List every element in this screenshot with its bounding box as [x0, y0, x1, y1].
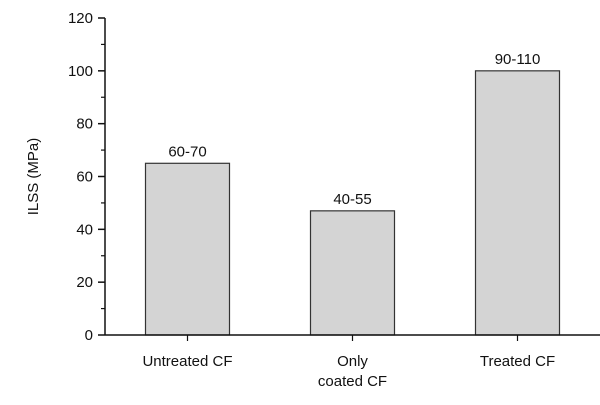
x-axis: Untreated CF Only coated CF Treated CF: [105, 334, 600, 390]
bars: [144, 70, 561, 336]
bar-data-label: 40-55: [333, 191, 371, 208]
y-tick-label: 120: [68, 10, 93, 27]
bar-data-label: 60-70: [168, 143, 206, 160]
x-category-label: Treated CF: [480, 353, 555, 370]
x-category-label: Untreated CF: [142, 353, 232, 370]
bar-data-labels: 60-70 40-55 90-110: [168, 51, 540, 208]
y-tick-label: 100: [68, 63, 93, 80]
y-tick-label: 60: [76, 169, 93, 186]
bar: [144, 162, 231, 336]
bar: [474, 70, 561, 336]
bar-data-label: 90-110: [495, 51, 541, 68]
x-category-label: coated CF: [318, 373, 387, 390]
y-tick-label: 0: [85, 327, 93, 344]
x-category-label: Only: [337, 353, 368, 370]
y-axis: 0 20 40 60 80 100 120: [68, 10, 106, 344]
bar: [309, 210, 396, 336]
y-tick-label: 20: [76, 274, 93, 291]
y-tick-label: 40: [76, 221, 93, 238]
y-tick-label: 80: [76, 116, 93, 133]
y-axis-title: ILSS (MPa): [25, 138, 42, 216]
